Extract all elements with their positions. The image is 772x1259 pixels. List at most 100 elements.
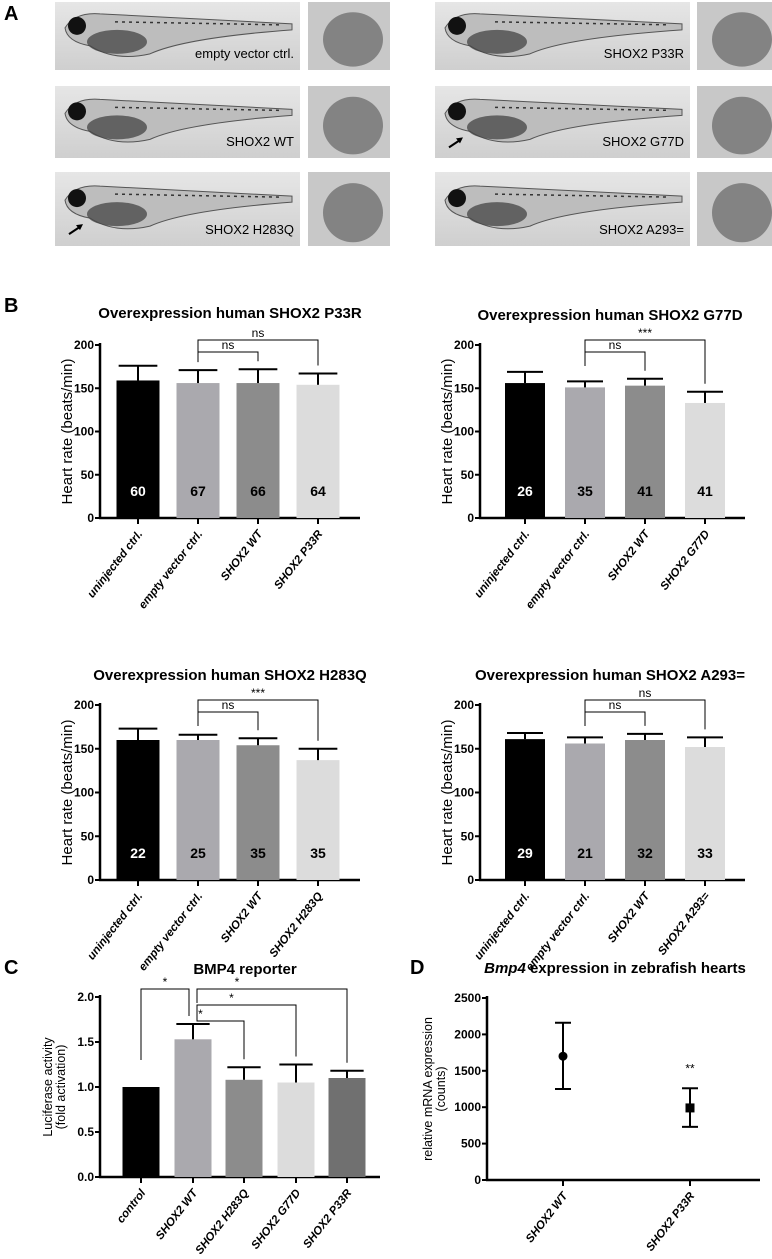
panel-letter-a: A xyxy=(4,3,18,25)
significance-bracket xyxy=(196,988,348,1063)
fish-eye xyxy=(68,102,86,121)
y-tick-label: 0.5 xyxy=(77,1125,94,1139)
chart-title: BMP4 reporter xyxy=(193,961,297,978)
fish-image: empty vector ctrl. xyxy=(55,2,390,70)
y-tick-label: 100 xyxy=(454,786,474,800)
fish-eye xyxy=(448,16,466,35)
significance-bracket xyxy=(197,339,319,366)
y-tick-label: 2500 xyxy=(454,991,481,1005)
x-tick-label: SHOX2 WT xyxy=(606,890,653,945)
fish-eye xyxy=(68,189,86,208)
fish-caption: empty vector ctrl. xyxy=(195,46,294,61)
fish-pigment-line xyxy=(494,21,671,26)
heart-shape xyxy=(712,96,772,155)
chart-title: Overexpression human SHOX2 A293= xyxy=(475,667,745,684)
significance-label: ns xyxy=(609,338,622,352)
fish-yolk xyxy=(467,115,527,140)
x-tick-label: SHOX2 WT xyxy=(219,890,266,945)
y-tick-label: 0.0 xyxy=(77,1170,94,1184)
bar xyxy=(225,1079,263,1177)
bar xyxy=(296,760,340,880)
sample-size-label: 26 xyxy=(517,483,533,499)
heart-shape xyxy=(323,183,383,243)
significance-label: ns xyxy=(222,338,235,352)
sample-size-label: 25 xyxy=(190,845,206,861)
heart-shape xyxy=(712,183,772,243)
significance-label: ** xyxy=(685,1061,695,1075)
sample-size-label: 67 xyxy=(190,483,206,499)
fish-pigment-line xyxy=(494,193,671,198)
sample-size-label: 35 xyxy=(250,845,266,861)
y-tick-label: 150 xyxy=(454,381,474,395)
fish-image: SHOX2 P33R xyxy=(435,2,772,70)
chart-panel-c: BMP4 reporter Luciferase activity (fold ac… xyxy=(41,961,380,1257)
chart-title: Overexpression human SHOX2 P33R xyxy=(98,305,362,322)
bar xyxy=(122,1087,160,1177)
fish-pigment-line xyxy=(494,106,671,112)
fish-eye xyxy=(448,102,466,121)
sample-size-label: 60 xyxy=(130,483,146,499)
significance-label: * xyxy=(235,975,240,989)
data-point xyxy=(685,1103,695,1113)
y-tick-label: 200 xyxy=(454,338,474,352)
fish-caption: SHOX2 P33R xyxy=(604,46,684,61)
significance-label: ns xyxy=(252,326,265,340)
y-tick-label: 0 xyxy=(87,511,94,525)
significance-bracket xyxy=(197,711,259,731)
fish-yolk xyxy=(467,29,527,54)
y-tick-label: 1.0 xyxy=(77,1080,94,1094)
x-tick-label: SHOX2 WT xyxy=(219,528,266,583)
y-tick-label: 0 xyxy=(467,511,474,525)
chart-panel-b: Overexpression human SHOX2 A293= Heart ra… xyxy=(439,667,745,973)
x-tick-label: empty vector ctrl. xyxy=(524,528,592,611)
chart-title: Overexpression human SHOX2 H283Q xyxy=(93,667,367,684)
significance-label: *** xyxy=(638,326,652,340)
y-tick-label: 150 xyxy=(454,742,474,756)
y-tick-label: 0 xyxy=(467,873,474,887)
y-axis-label: Heart rate (beats/min) xyxy=(59,359,76,505)
y-axis-label: Heart rate (beats/min) xyxy=(439,720,456,866)
bar xyxy=(685,747,725,880)
significance-bracket xyxy=(196,1004,297,1057)
y-axis-label: relative mRNA expression xyxy=(421,1017,435,1161)
chart-panel-b: Overexpression human SHOX2 G77D Heart rat… xyxy=(439,307,745,611)
sample-size-label: 66 xyxy=(250,483,266,499)
significance-bracket xyxy=(197,699,319,741)
panel-letter-c: C xyxy=(4,957,18,979)
y-tick-label: 50 xyxy=(81,468,95,482)
bar xyxy=(565,743,605,880)
panel-letter-b: B xyxy=(4,295,18,317)
significance-label: *** xyxy=(251,686,265,700)
sample-size-label: 32 xyxy=(637,845,653,861)
y-tick-label: 1.5 xyxy=(77,1035,94,1049)
y-axis-label: Luciferase activity xyxy=(41,1037,55,1137)
bar xyxy=(296,384,340,518)
data-point xyxy=(558,1051,568,1061)
bar xyxy=(505,383,545,518)
sample-size-label: 41 xyxy=(697,483,713,499)
y-axis-label: (fold activation) xyxy=(54,1045,68,1130)
y-axis-label: (counts) xyxy=(434,1066,448,1111)
x-tick-label: uninjected ctrl. xyxy=(473,528,533,600)
chart-panel-b: Overexpression human SHOX2 H283Q Heart ra… xyxy=(59,667,367,973)
sample-size-label: 33 xyxy=(697,845,713,861)
fish-caption: SHOX2 G77D xyxy=(602,134,684,149)
bar xyxy=(236,745,280,880)
bar xyxy=(116,740,160,880)
significance-bracket xyxy=(584,699,706,730)
sample-size-label: 22 xyxy=(130,845,146,861)
x-tick-label: SHOX2 WT xyxy=(524,1190,571,1245)
chart-title-italic: Bmp4 xyxy=(484,960,526,977)
y-tick-label: 1500 xyxy=(454,1064,481,1078)
y-tick-label: 2.0 xyxy=(77,990,94,1004)
fish-image: SHOX2 H283Q xyxy=(55,172,390,246)
significance-bracket xyxy=(584,711,646,726)
bar xyxy=(328,1078,366,1177)
arrow-head-icon xyxy=(456,137,463,144)
chart-title: Bmp4 expression in zebrafish hearts xyxy=(484,960,746,977)
sample-size-label: 35 xyxy=(577,483,593,499)
y-tick-label: 50 xyxy=(461,468,475,482)
fish-yolk xyxy=(87,202,147,227)
x-tick-label: uninjected ctrl. xyxy=(473,890,533,962)
y-tick-label: 150 xyxy=(74,381,94,395)
